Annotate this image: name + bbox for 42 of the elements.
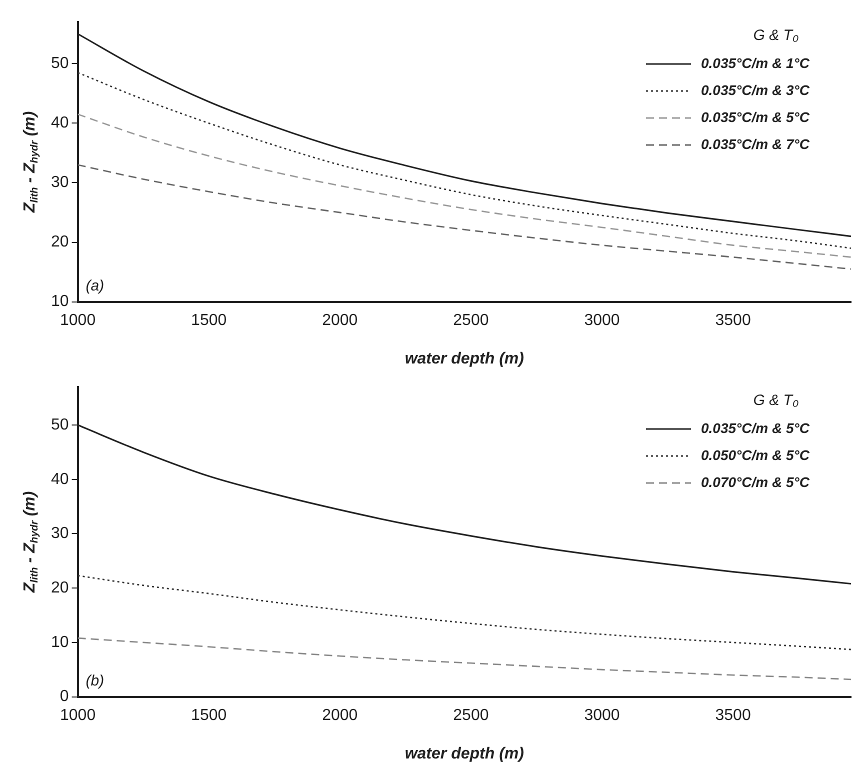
y-tick-label: 50 (51, 55, 69, 72)
y-tick-label: 40 (51, 114, 69, 132)
y-tick-label: 50 (51, 416, 69, 434)
y-tick-label: 40 (51, 470, 69, 488)
x-axis-title: water depth (m) (404, 745, 524, 762)
x-tick-label: 2500 (453, 312, 489, 329)
x-tick-label: 2000 (322, 706, 358, 724)
legend-label: 0.035°C/m & 5°C (701, 420, 810, 436)
x-tick-label: 1000 (60, 706, 96, 724)
legend-title: G & T₀ (753, 27, 799, 44)
x-tick-label: 3500 (715, 312, 751, 329)
legend-label: 0.035°C/m & 3°C (701, 82, 810, 98)
line-series (78, 574, 851, 650)
x-tick-label: 3500 (715, 706, 751, 724)
y-tick-label: 20 (51, 234, 69, 251)
y-axis-title: Zlith - Zhydr (m) (21, 491, 41, 594)
legend-label: 0.050°C/m & 5°C (701, 446, 810, 463)
legend-label: 0.035°C/m & 5°C (701, 108, 810, 125)
y-tick-label: 0 (60, 688, 69, 706)
x-tick-label: 2000 (322, 312, 358, 329)
y-tick-label: 30 (51, 174, 69, 192)
annotation: (b) (86, 672, 104, 690)
y-tick-label: 30 (51, 525, 69, 542)
legend-title: G & T₀ (753, 392, 799, 410)
x-tick-label: 3000 (584, 706, 620, 724)
annotation: (a) (86, 277, 104, 294)
y-axis-title: Zlith - Zhydr (m) (21, 111, 41, 214)
legend-label: 0.035°C/m & 7°C (701, 136, 810, 152)
legend-label: 0.070°C/m & 5°C (701, 474, 810, 490)
x-tick-label: 1000 (60, 312, 96, 329)
x-tick-label: 2500 (453, 706, 489, 724)
y-tick-label: 20 (51, 580, 69, 597)
x-axis-title: water depth (m) (404, 350, 524, 368)
line-series (78, 114, 851, 258)
line-series (78, 72, 851, 249)
y-tick-label: 10 (51, 293, 69, 310)
x-tick-label: 1500 (191, 706, 227, 724)
line-series (78, 164, 851, 270)
x-tick-label: 3000 (584, 312, 620, 329)
y-tick-label: 10 (51, 634, 69, 651)
legend-label: 0.035°C/m & 1°C (701, 54, 810, 71)
x-tick-label: 1500 (191, 312, 227, 329)
